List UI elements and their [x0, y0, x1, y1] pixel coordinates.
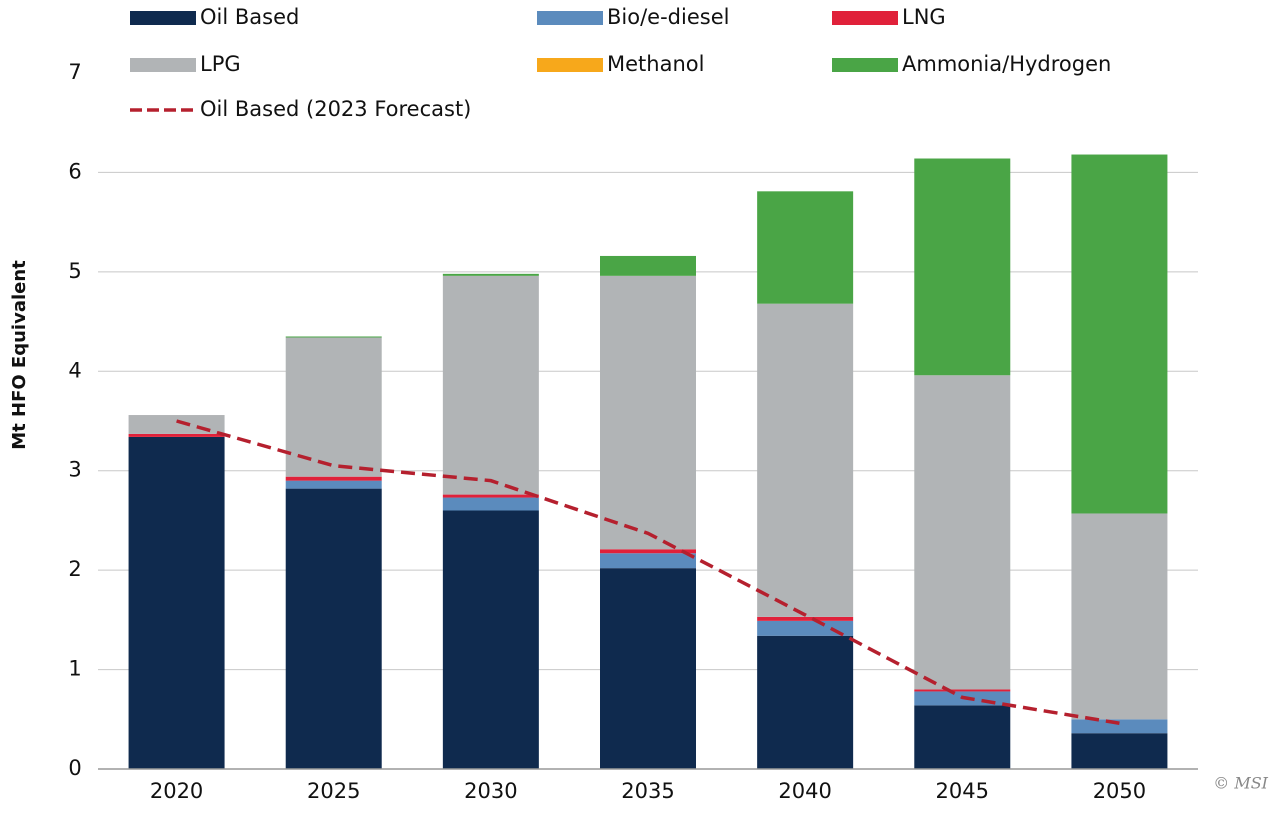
bar-segment	[600, 549, 696, 554]
y-tick-label: 6	[68, 159, 81, 183]
bar-segment	[442, 497, 539, 511]
bar-segment	[914, 158, 1011, 376]
y-tick-label: 0	[68, 756, 81, 780]
legend-label: Methanol	[607, 52, 704, 76]
bar-segment	[442, 275, 539, 495]
y-tick-label: 4	[68, 358, 81, 382]
y-tick-label: 7	[68, 60, 81, 84]
bar-segment	[914, 689, 1011, 692]
bar-segment	[285, 336, 382, 338]
bar-segment	[285, 476, 382, 481]
bar-segment	[128, 433, 225, 437]
x-tick-label: 2025	[307, 779, 360, 803]
bar-segment	[285, 480, 382, 489]
bar-segment	[600, 275, 696, 550]
bar-segment	[914, 375, 1011, 690]
legend-label: Oil Based	[200, 5, 299, 29]
legend-swatch	[130, 58, 196, 72]
x-tick-label: 2030	[464, 779, 517, 803]
bar-segment	[1071, 719, 1168, 734]
bar-segment	[757, 191, 854, 304]
x-tick-label: 2050	[1093, 779, 1146, 803]
y-axis-label: Mt HFO Equivalent	[9, 260, 30, 450]
credit: © MSI	[1213, 774, 1268, 793]
legend-label: LNG	[902, 5, 946, 29]
bar-segment	[600, 568, 696, 769]
bar-segment	[757, 616, 854, 621]
bar-segment	[757, 620, 854, 636]
legend-swatch	[537, 58, 603, 72]
legend-swatch	[537, 11, 603, 25]
legend-label: Ammonia/Hydrogen	[902, 52, 1111, 76]
legend-swatch	[832, 11, 898, 25]
bar-segment	[128, 415, 225, 434]
x-tick-label: 2035	[621, 779, 674, 803]
y-tick-label: 3	[68, 458, 81, 482]
bar-segment	[128, 436, 225, 769]
bar-segment	[442, 273, 539, 276]
legend-label: Bio/e-diesel	[607, 5, 729, 29]
legend-swatch	[130, 11, 196, 25]
bar-segment	[1071, 513, 1168, 720]
forecast-line	[176, 419, 1120, 725]
legend-label: Oil Based (2023 Forecast)	[200, 97, 471, 121]
x-tick-label: 2045	[936, 779, 989, 803]
bar-segment	[757, 635, 854, 769]
bar-segment	[1071, 733, 1168, 769]
bar-segment	[914, 705, 1011, 769]
bar-segment	[442, 510, 539, 769]
y-tick-label: 5	[68, 259, 81, 283]
bar-segment	[600, 255, 696, 276]
x-tick-label: 2040	[778, 779, 831, 803]
legend-swatch	[832, 58, 898, 72]
legend-label: LPG	[200, 52, 241, 76]
bar-segment	[757, 303, 854, 617]
bar-segment	[1071, 154, 1168, 514]
bar-segment	[600, 553, 696, 569]
y-tick-label: 2	[68, 557, 81, 581]
bar-segment	[285, 337, 382, 477]
y-tick-label: 1	[68, 657, 81, 681]
bar-segment	[442, 494, 539, 498]
bar-segment	[285, 488, 382, 769]
x-tick-label: 2020	[150, 779, 203, 803]
